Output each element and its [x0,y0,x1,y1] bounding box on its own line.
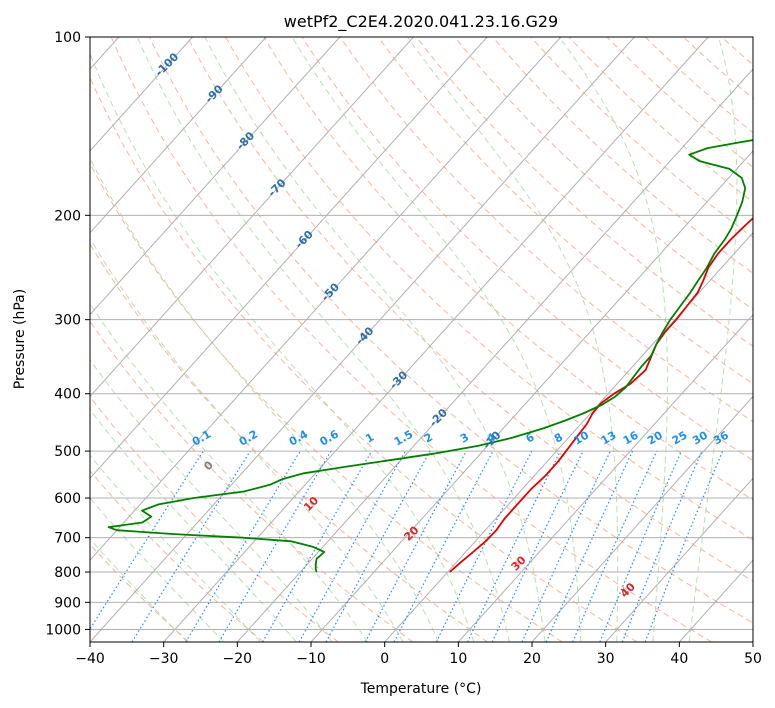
dry-adiabat-line [90,162,563,642]
x-tick-label: 0 [380,651,389,667]
isotherm-line [457,313,753,642]
moist-adiabat-line [204,37,546,642]
isotherm-line [90,37,193,152]
isotherm-line [384,231,753,642]
isotherm-line [90,37,488,480]
y-tick-label: 300 [54,313,81,329]
y-tick-label: 700 [54,531,81,547]
dry-adiabat-line [90,469,264,642]
mixing-ratio-line [572,450,658,642]
y-tick-label: 200 [54,208,81,224]
y-axis-label: Pressure (hPa) [12,289,28,389]
x-tick-label: −40 [75,651,105,667]
dry-adiabat-line [377,37,753,385]
moist-adiabat-line [90,52,475,642]
isotherm-line [90,37,341,316]
x-tick-label: 40 [670,651,688,667]
y-tick-label: 100 [54,30,81,46]
sounding-traces [107,139,753,573]
isotherm-line [90,37,267,234]
x-axis-label: Temperature (°C) [360,681,482,697]
y-tick-label: 1000 [45,622,81,638]
moist-adiabat-line [90,358,333,642]
isotherm-line [90,37,635,642]
x-tick-label: −30 [149,651,179,667]
moist-adiabat-line [90,538,188,642]
mixing-ratio-line [364,450,467,642]
y-tick-label: 400 [54,387,81,403]
isotherm-line [236,68,753,642]
x-tick-label: −10 [296,651,326,667]
mixing-ratio-line [621,450,703,642]
moist-adiabat-line [407,37,619,642]
dry-adiabat-line [90,243,488,642]
moist-adiabat-line [90,408,297,642]
dry-adiabat-line [148,37,753,624]
moist-adiabat-line [90,497,225,642]
plot-frame [89,36,754,643]
dry-adiabat-line [416,37,753,347]
x-tick-label: 10 [449,651,467,667]
moist-adiabat-line [136,37,510,642]
x-tick-label: 30 [597,651,615,667]
temperature-trace [449,216,753,573]
moist-adiabat-line [90,454,261,642]
x-tick-label: 20 [523,651,541,667]
y-tick-label: 600 [54,491,81,507]
x-tick-label: 50 [744,651,762,667]
isotherm-line [605,477,753,642]
isotherm-line [163,37,709,642]
dry-adiabat-line [90,395,339,642]
plot-area [90,37,753,642]
dry-adiabat-line [454,37,753,311]
moist-adiabat-line [291,37,582,642]
moist-adiabat-line [90,237,404,642]
chart-title: wetPf2_C2E4.2020.041.23.16.G29 [284,12,558,32]
mixing-ratio-line [599,450,682,642]
moist-adiabat-line [90,157,439,642]
mixing-ratio-line [545,450,634,642]
x-tick-label: −20 [223,651,253,667]
mixing-ratio-line [298,450,406,642]
mixing-ratio-line [435,450,533,642]
isotherm-line [310,150,753,642]
dry-adiabat-line [110,37,712,642]
mixing-ratio-line [644,450,724,642]
moist-adiabat-line [558,37,668,642]
mixing-ratio-line [90,450,204,631]
isotherm-line [90,37,562,561]
y-tick-label: 500 [54,444,81,460]
y-tick-label: 800 [54,565,81,581]
background-lines [90,37,775,642]
isotherm-line [752,641,753,642]
isotherm-line [90,37,414,398]
moist-adiabat-line [688,37,738,642]
axes: −40 −30 −20 −10 0 10 20 30 40 50 100 200 300 400 500 60… [45,30,762,667]
y-tick-label: 900 [54,595,81,611]
isotherm-line [531,395,753,642]
dewpoint-trace [107,139,753,573]
dry-adiabat-line [760,37,775,642]
mixing-ratio-line [325,450,431,642]
dry-adiabat-line [90,543,190,642]
